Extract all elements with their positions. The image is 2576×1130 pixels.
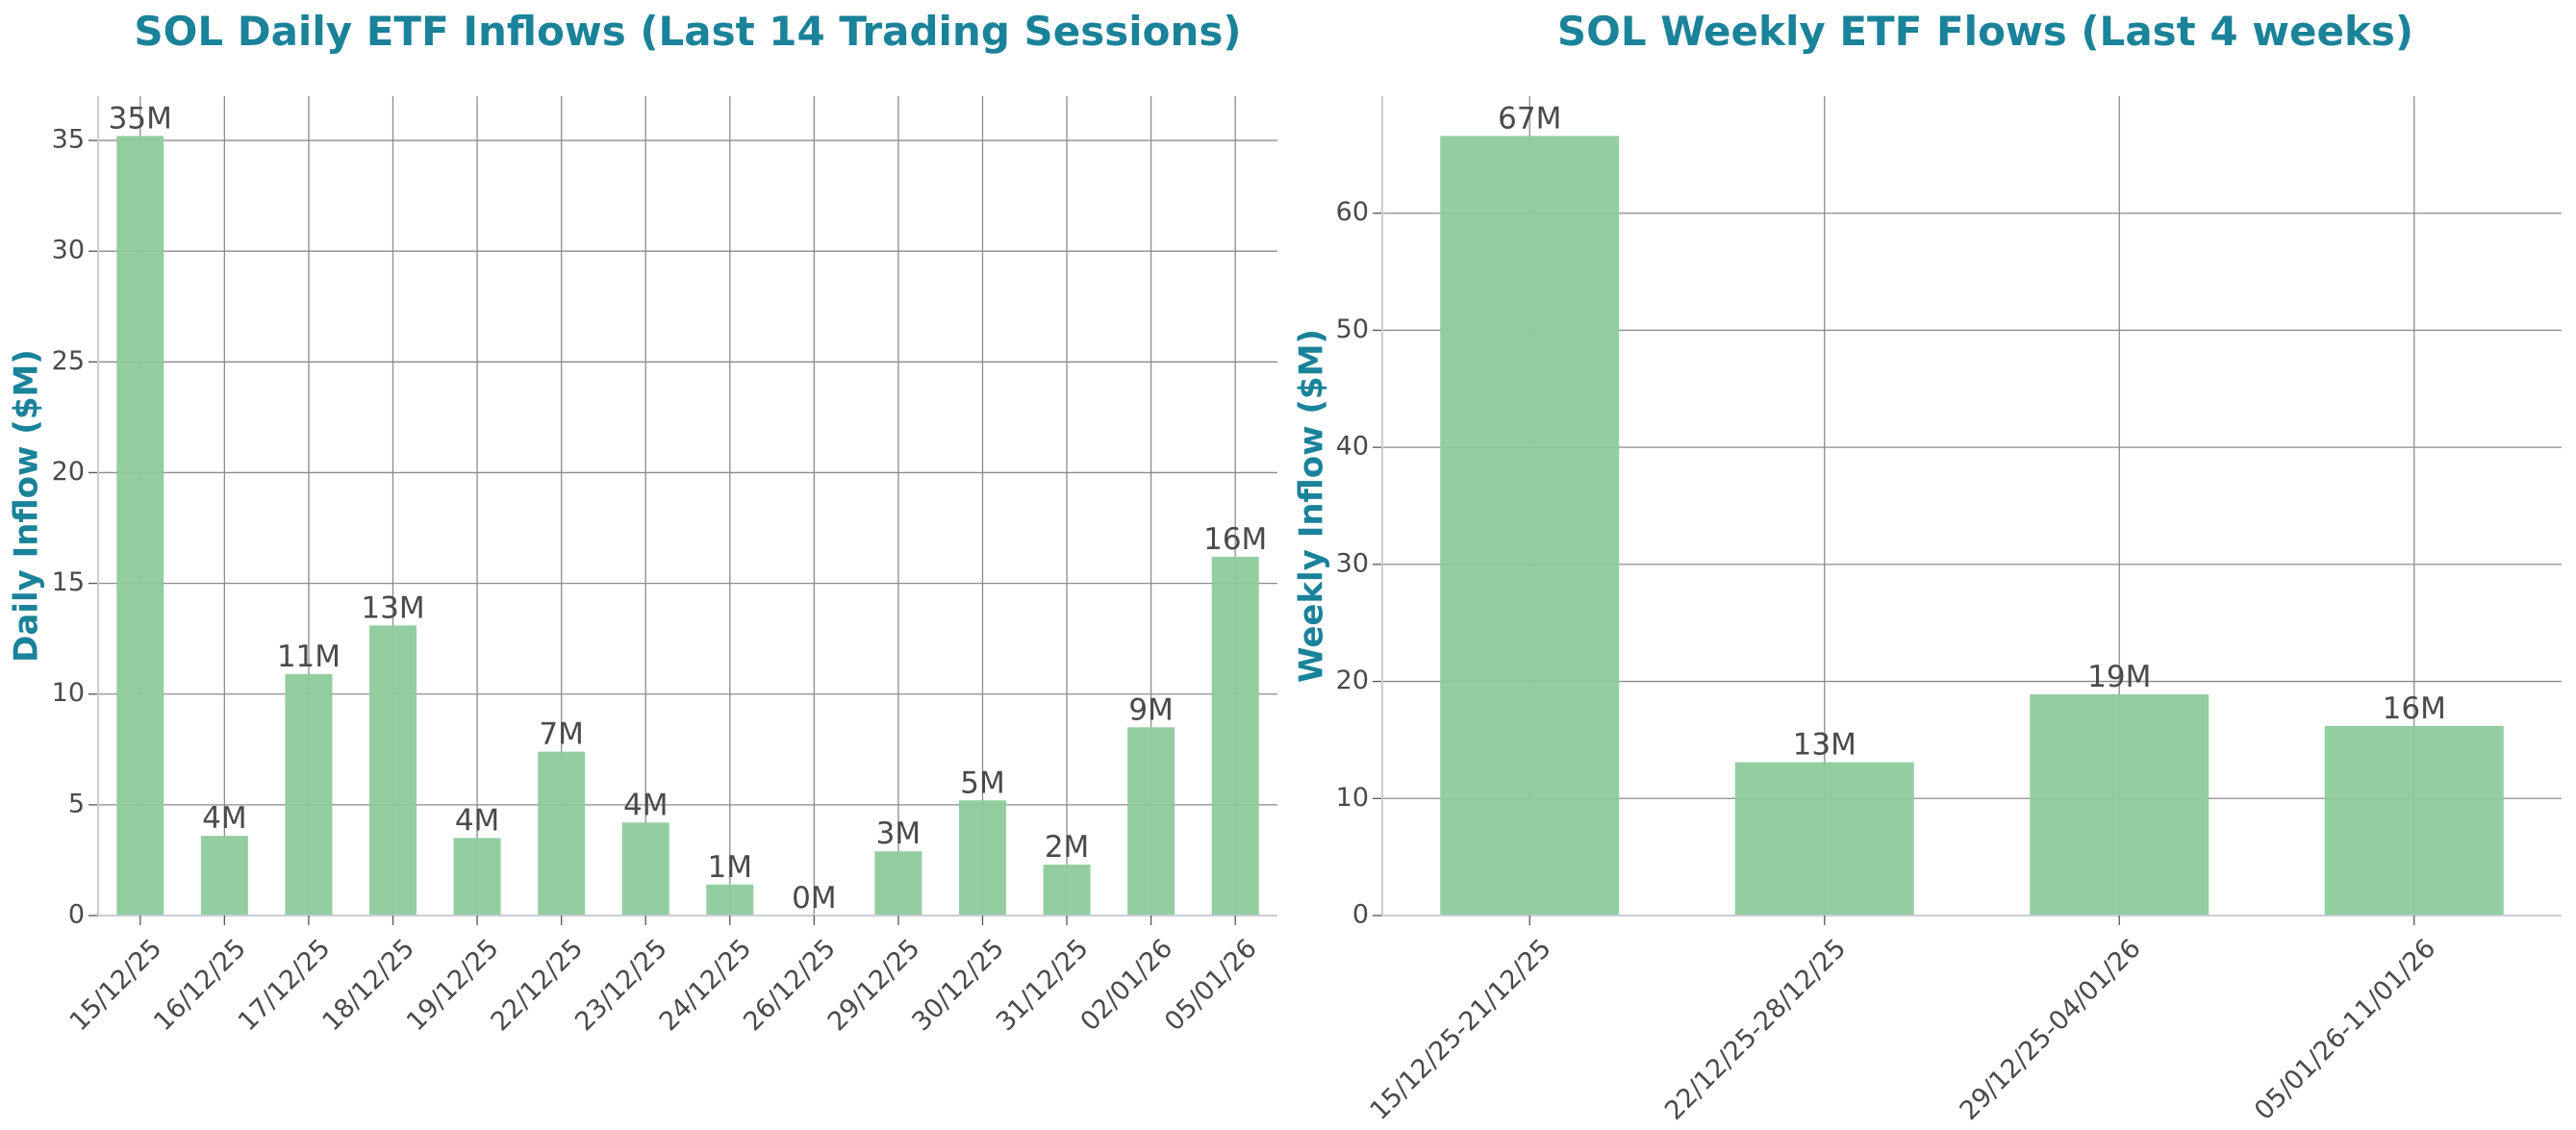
- daily-bar: [1043, 865, 1091, 916]
- daily-data-label: 5M: [960, 766, 1004, 800]
- daily-x-tick-label: 22/12/25: [486, 934, 590, 1038]
- daily-y-tick-label: 35: [52, 125, 85, 155]
- weekly-bar: [2030, 693, 2210, 916]
- weekly-data-label: 16M: [2383, 691, 2446, 726]
- daily-x-tick-label: 16/12/25: [148, 934, 252, 1038]
- daily-data-label: 13M: [361, 590, 424, 625]
- daily-data-label: 0M: [792, 881, 836, 916]
- weekly-bar: [2324, 725, 2504, 916]
- daily-y-tick-label: 0: [68, 900, 85, 930]
- weekly-y-tick-label: 50: [1336, 314, 1369, 344]
- daily-x-tick-label: 18/12/25: [316, 934, 420, 1038]
- daily-bar: [706, 884, 754, 916]
- weekly-data-label: 19M: [2087, 660, 2151, 694]
- daily-data-label: 4M: [455, 803, 499, 838]
- weekly-x-tick-label: 15/12/25-21/12/25: [1364, 934, 1556, 1126]
- daily-data-label: 11M: [277, 640, 341, 674]
- daily-y-tick-label: 30: [52, 236, 85, 265]
- daily-data-label: 35M: [109, 101, 172, 136]
- daily-data-label: 4M: [202, 801, 246, 836]
- daily-data-label: 7M: [539, 717, 583, 752]
- daily-bar: [453, 838, 501, 916]
- weekly-y-tick-label: 30: [1336, 548, 1369, 578]
- daily-x-tick-label: 17/12/25: [233, 934, 337, 1038]
- daily-x-tick-label: 26/12/25: [738, 934, 842, 1038]
- weekly-y-tick-label: 0: [1352, 900, 1369, 930]
- daily-data-label: 4M: [623, 788, 668, 822]
- weekly-data-label: 67M: [1498, 101, 1561, 136]
- weekly-x-tick-label: 22/12/25-28/12/25: [1659, 934, 1852, 1126]
- daily-x-tick-label: 23/12/25: [569, 934, 673, 1038]
- weekly-data-label: 13M: [1793, 728, 1856, 763]
- daily-bar: [116, 136, 164, 916]
- daily-y-tick-label: 15: [52, 567, 85, 597]
- daily-data-label: 1M: [708, 850, 752, 885]
- daily-x-tick-label: 02/01/26: [1075, 934, 1179, 1038]
- daily-data-label: 2M: [1045, 830, 1089, 865]
- daily-bar: [369, 625, 417, 916]
- weekly-y-tick-label: 40: [1336, 432, 1369, 462]
- daily-bar: [1211, 556, 1259, 916]
- weekly-y-tick-label: 60: [1336, 197, 1369, 227]
- daily-x-tick-label: 30/12/25: [906, 934, 1010, 1038]
- daily-x-tick-label: 15/12/25: [64, 934, 168, 1038]
- weekly-bar: [1734, 762, 1914, 916]
- daily-bar: [874, 851, 922, 916]
- daily-y-tick-label: 20: [52, 457, 85, 487]
- weekly-x-tick-label: 05/01/26-11/01/26: [2249, 934, 2441, 1126]
- daily-y-axis-label: Daily Inflow ($M): [8, 349, 46, 663]
- daily-bar: [538, 751, 586, 916]
- daily-chart-title: SOL Daily ETF Inflows (Last 14 Trading S…: [134, 8, 1241, 55]
- daily-data-label: 3M: [876, 816, 921, 851]
- weekly-y-tick-label: 20: [1336, 665, 1369, 695]
- weekly-chart-title: SOL Weekly ETF Flows (Last 4 weeks): [1557, 8, 2413, 55]
- daily-y-tick-label: 25: [52, 346, 85, 376]
- daily-y-tick-label: 10: [52, 678, 85, 708]
- weekly-x-tick-label: 29/12/25-04/01/26: [1954, 934, 2146, 1126]
- daily-bar: [621, 822, 669, 916]
- daily-data-label: 16M: [1203, 522, 1267, 557]
- daily-bar: [959, 800, 1006, 916]
- daily-x-tick-label: 24/12/25: [654, 934, 758, 1038]
- weekly-bar: [1440, 136, 1620, 916]
- daily-x-tick-label: 31/12/25: [991, 934, 1095, 1038]
- daily-x-tick-label: 05/01/26: [1159, 934, 1263, 1038]
- daily-data-label: 9M: [1128, 692, 1173, 727]
- daily-y-tick-label: 5: [68, 789, 85, 818]
- daily-bar: [1127, 727, 1175, 916]
- weekly-y-axis-label: Weekly Inflow ($M): [1293, 329, 1331, 683]
- daily-bar: [200, 836, 248, 916]
- daily-bar: [285, 674, 333, 916]
- weekly-y-tick-label: 10: [1336, 783, 1369, 813]
- daily-x-tick-label: 19/12/25: [401, 934, 505, 1038]
- daily-x-tick-label: 29/12/25: [822, 934, 926, 1038]
